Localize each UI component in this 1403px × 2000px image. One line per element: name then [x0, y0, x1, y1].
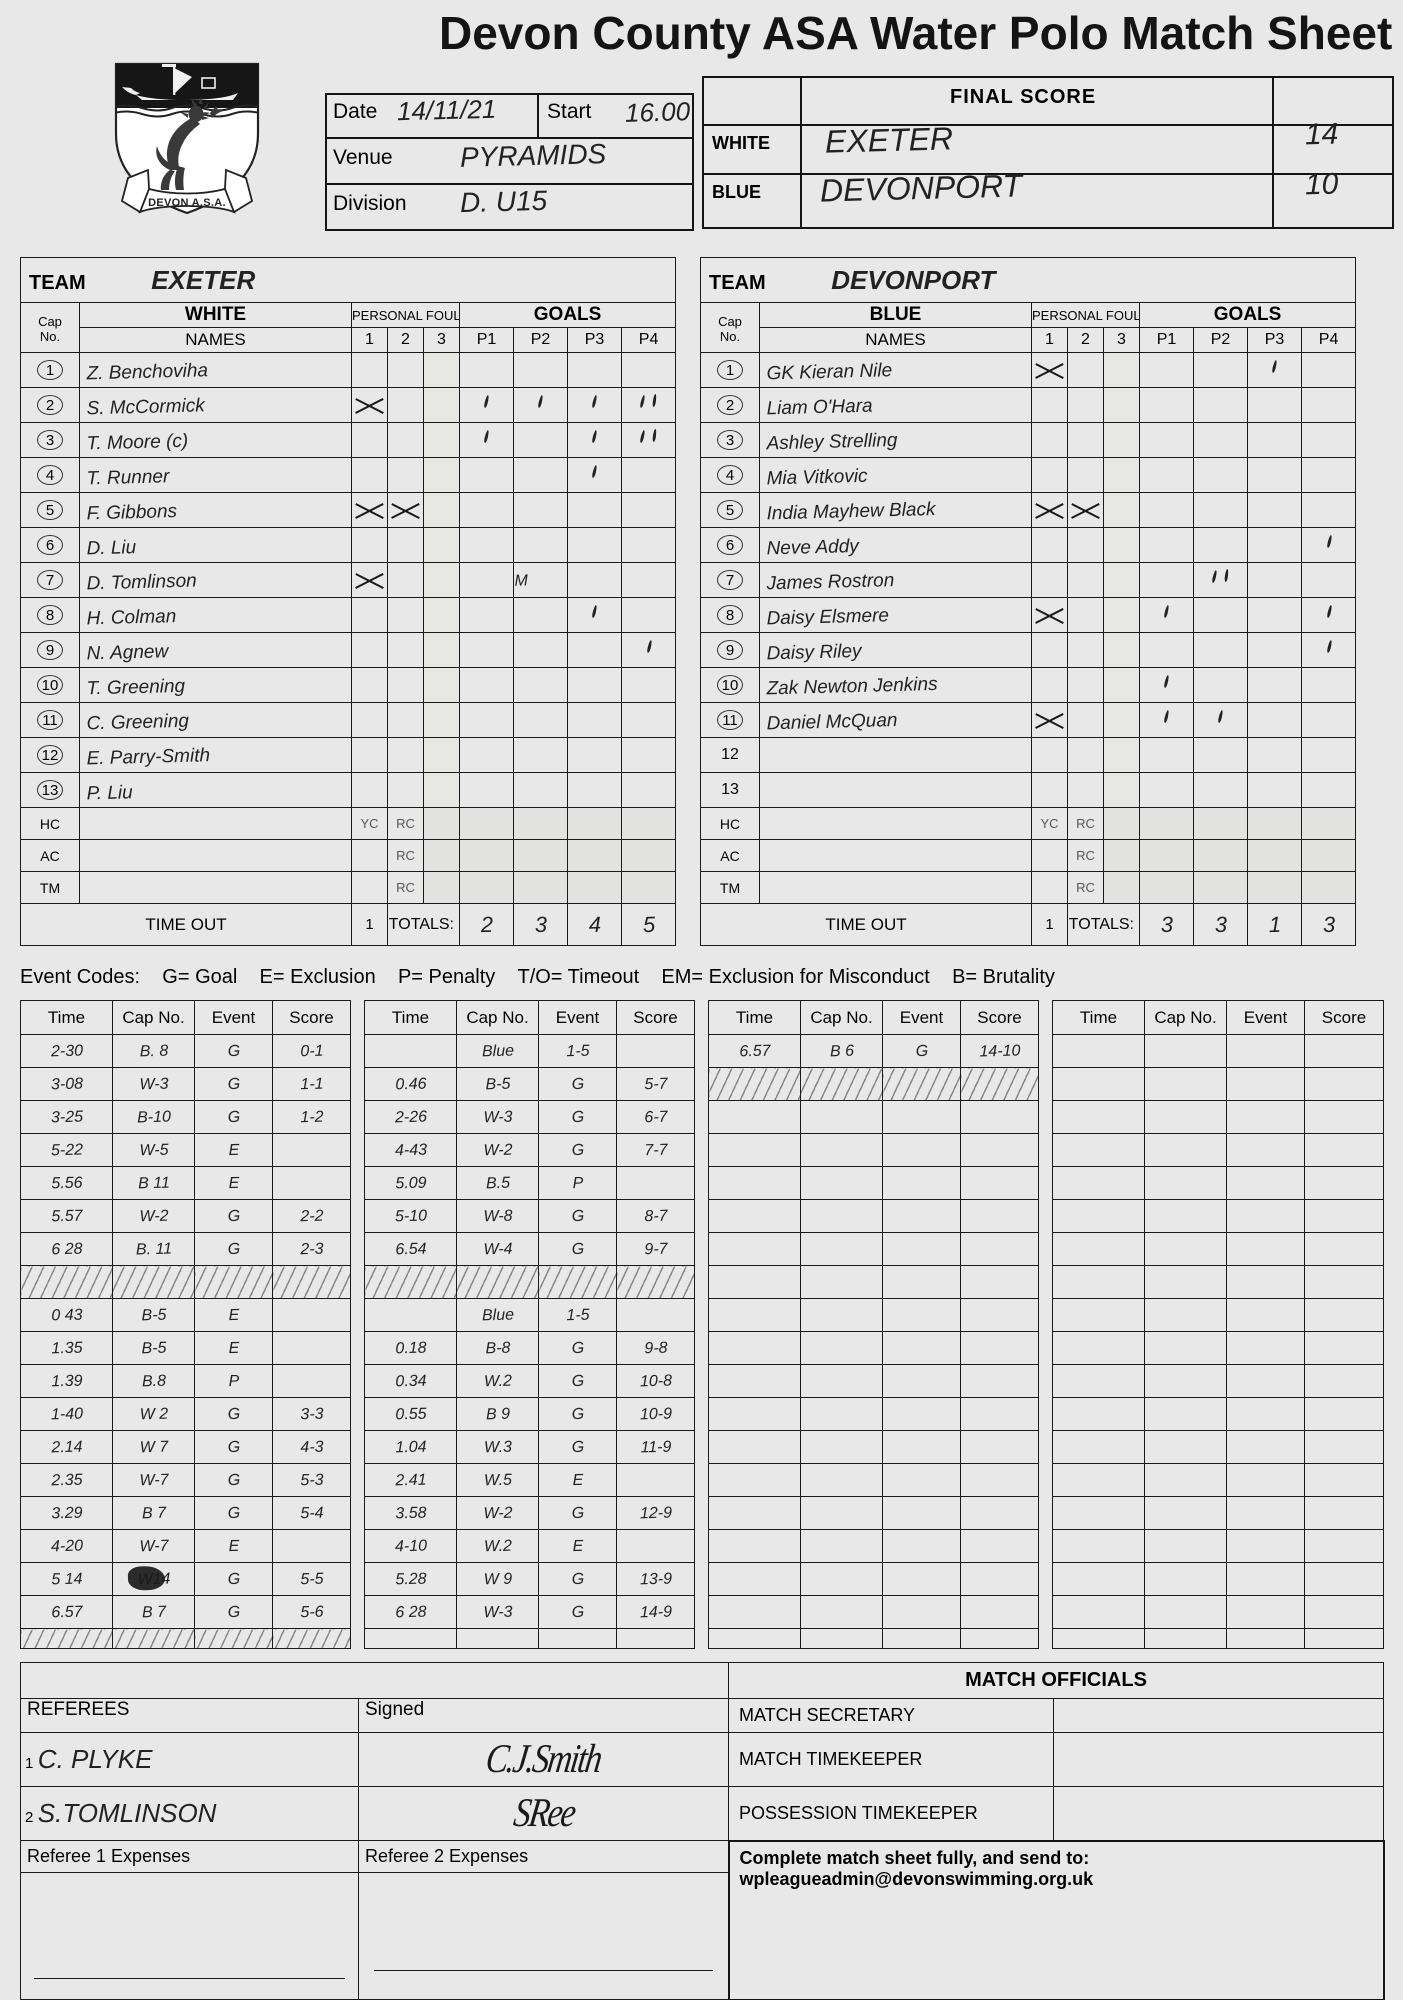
svg-text:DEVON A.S.A.: DEVON A.S.A. [148, 197, 226, 209]
